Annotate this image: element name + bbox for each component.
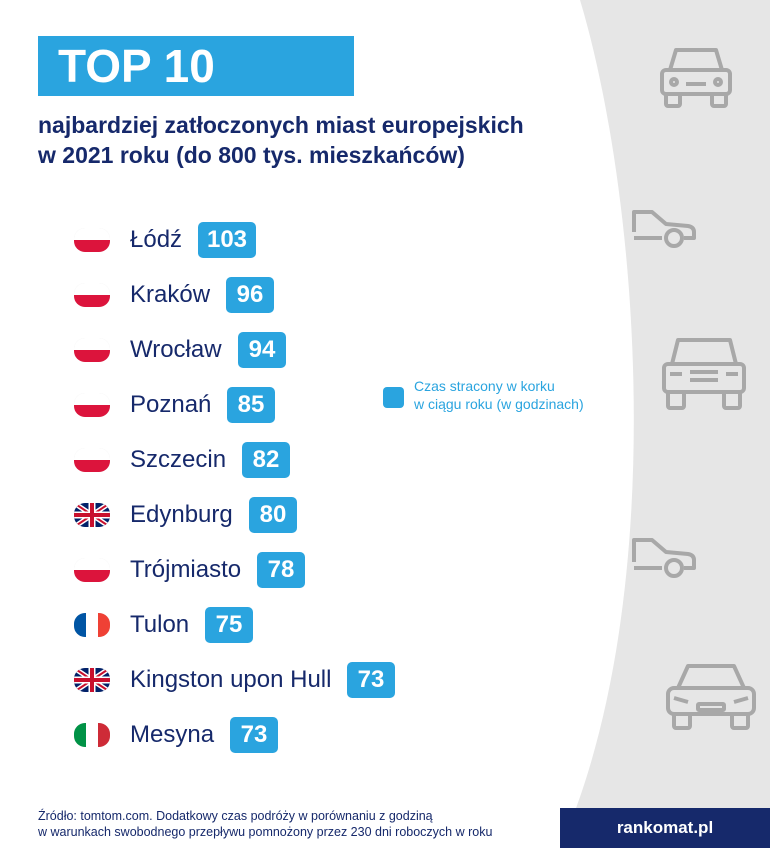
city-name: Łódź (130, 226, 183, 253)
city-name: Kingston upon Hull (130, 666, 332, 693)
subtitle-line-1: najbardziej zatłoczonych miast europejsk… (38, 112, 524, 138)
title-box (38, 36, 354, 96)
legend-swatch (383, 387, 404, 408)
flag-uk-icon (74, 668, 110, 692)
brand-box (560, 808, 770, 848)
page-title: TOP 10 (58, 40, 215, 92)
source-line-1: Źródło: tomtom.com. Dodatkowy czas podró… (38, 809, 433, 823)
value-badge: 85 (227, 387, 275, 423)
city-name: Poznań (130, 391, 212, 418)
flag-poland-icon (74, 393, 110, 417)
value-badge: 96 (226, 277, 274, 313)
sports-car-front-icon (666, 664, 756, 730)
car-front-icon (660, 48, 732, 108)
subtitle: najbardziej zatłoczonych miast europejsk… (38, 110, 638, 170)
subtitle-line-2: w 2021 roku (do 800 tys. mieszkańców) (38, 142, 465, 168)
city-name: Edynburg (130, 501, 233, 528)
city-name: Tulon (130, 611, 190, 638)
value-badge: 78 (257, 552, 305, 588)
value-badge: 80 (249, 497, 297, 533)
value-badge: 75 (205, 607, 253, 643)
value-badge: 103 (198, 222, 256, 258)
value-badge: 94 (238, 332, 286, 368)
value-badge: 82 (242, 442, 290, 478)
flag-poland-icon (74, 338, 110, 362)
city-name: Mesyna (130, 721, 215, 748)
legend-line-1: Czas stracony w korku (414, 378, 555, 394)
source-note: Źródło: tomtom.com. Dodatkowy czas podró… (38, 808, 558, 840)
city-name: Wrocław (130, 336, 222, 363)
car-side-icon (632, 210, 696, 248)
suv-front-icon (662, 338, 746, 410)
flag-poland-icon (74, 448, 110, 472)
flag-poland-icon (74, 228, 110, 252)
brand-logo: rankomat.pl (616, 818, 714, 837)
flag-france-icon (74, 613, 110, 637)
legend-line-2: w ciągu roku (w godzinach) (414, 396, 584, 412)
flag-poland-icon (74, 283, 110, 307)
flag-italy-icon (74, 723, 110, 747)
flag-uk-icon (74, 503, 110, 527)
car-side-icon-2 (632, 538, 696, 578)
city-name: Trójmiasto (130, 556, 242, 583)
value-badge: 73 (347, 662, 395, 698)
legend-label: Czas stracony w korku w ciągu roku (w go… (414, 377, 654, 413)
source-line-2: w warunkach swobodnego przepływu pomnożo… (38, 825, 493, 839)
city-name: Kraków (130, 281, 211, 308)
flag-poland-icon (74, 558, 110, 582)
city-name: Szczecin (130, 446, 227, 473)
value-badge: 73 (230, 717, 278, 753)
